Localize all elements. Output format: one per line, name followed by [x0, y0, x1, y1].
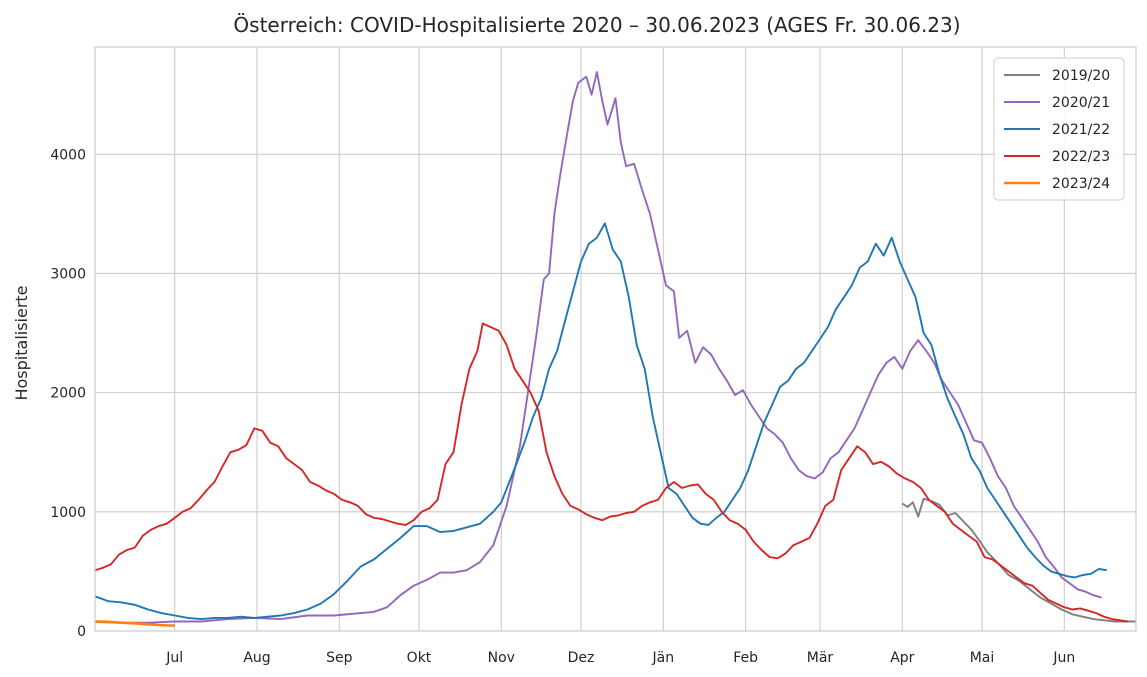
legend-label: 2022/23	[1052, 149, 1110, 165]
legend-label: 2020/21	[1052, 95, 1110, 111]
series-line-2020-21	[95, 71, 1102, 624]
x-tick-label: Sep	[326, 650, 353, 666]
legend-box	[993, 57, 1125, 201]
series-line-2022-23	[95, 322, 1129, 623]
series-lines	[95, 71, 1136, 627]
x-tick-label: Jul	[165, 650, 183, 666]
x-tick-label: Feb	[733, 650, 758, 666]
legend-label: 2019/20	[1052, 68, 1110, 84]
x-tick-label: Mär	[807, 650, 834, 666]
y-tick-label: 3000	[50, 266, 86, 282]
x-tick-labels: Jul Aug Sep Okt Nov Dez Jän Feb Mär Apr Mai Jun	[165, 650, 1075, 666]
y-tick-label: 2000	[50, 386, 86, 402]
x-tick-label: Aug	[243, 650, 270, 666]
chart-title: Österreich: COVID-Hospitalisierte 2020 –…	[233, 13, 960, 37]
y-tick-label: 1000	[50, 505, 86, 521]
plot-frame	[94, 46, 1137, 632]
legend: 2019/20 2020/21 2021/22 2022/23 2023/24	[993, 57, 1125, 201]
y-tick-label: 4000	[50, 147, 86, 163]
grid	[95, 47, 1136, 632]
y-axis-label: Hospitalisierte	[12, 285, 31, 400]
x-tick-label: Jun	[1052, 650, 1075, 666]
series-line-2021-22	[95, 222, 1107, 621]
legend-label: 2023/24	[1052, 176, 1110, 192]
x-tick-label: Jän	[652, 650, 675, 666]
series-line-2023-24	[95, 620, 175, 627]
legend-label: 2021/22	[1052, 122, 1110, 138]
x-tick-label: Dez	[568, 650, 595, 666]
x-tick-label: Apr	[890, 650, 914, 666]
y-tick-label: 0	[77, 624, 86, 640]
x-tick-label: Nov	[488, 650, 515, 666]
y-tick-labels: 0 1000 2000 3000 4000	[50, 147, 86, 640]
x-tick-label: Mai	[970, 650, 995, 666]
x-tick-label: Okt	[407, 650, 432, 666]
